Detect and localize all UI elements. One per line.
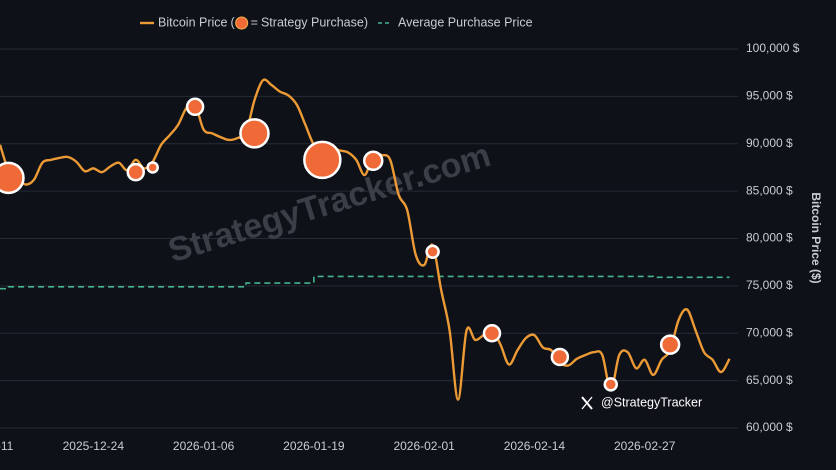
- y-tick-label: 100,000 $: [746, 41, 800, 55]
- legend-punctuation: (: [230, 15, 235, 29]
- y-tick-label: 65,000 $: [746, 373, 793, 387]
- purchase-bubble: [239, 118, 270, 149]
- y-tick-label: 95,000 $: [746, 89, 793, 103]
- y-axis-label: Bitcoin Price ($): [809, 192, 823, 283]
- purchase-bubble: [550, 347, 570, 367]
- legend-label: Average Purchase Price: [398, 15, 533, 29]
- purchase-bubble: [425, 244, 440, 260]
- x-tick-label: 2026-02-27: [614, 439, 676, 453]
- purchase-bubble: [362, 150, 384, 172]
- handle: @StrategyTracker: [601, 395, 702, 409]
- purchase-bubble: [126, 162, 145, 182]
- legend-punctuation: ): [364, 15, 368, 29]
- x-tick-label: 2026-02-01: [393, 439, 455, 453]
- purchase-bubble: [0, 161, 25, 195]
- legend-bubble: [235, 16, 249, 30]
- y-tick-label: 60,000 $: [746, 420, 793, 434]
- x-tick-label: 2025-12-24: [63, 439, 125, 453]
- y-tick-label: 80,000 $: [746, 231, 793, 245]
- purchase-bubble: [303, 140, 342, 180]
- purchase-bubble: [482, 324, 502, 343]
- legend-punctuation: =: [251, 15, 258, 29]
- legend-label: Strategy Purchase: [261, 15, 364, 29]
- purchase-bubble: [185, 97, 205, 117]
- legend: Bitcoin Price( = Strategy Purchase) Average…: [140, 15, 533, 30]
- average-line: [0, 275, 730, 290]
- plot-area: [0, 78, 731, 401]
- legend-label: Bitcoin Price: [158, 15, 228, 29]
- x-tick-label: 2026-01-06: [173, 439, 235, 453]
- y-tick-label: 70,000 $: [746, 325, 793, 339]
- y-tick-label: 90,000 $: [746, 136, 793, 150]
- purchase-bubble: [659, 334, 681, 355]
- x-tick-label: 2025-12-11: [0, 439, 14, 453]
- y-tick-label: 75,000 $: [746, 278, 793, 292]
- x-tick-label: 2026-01-19: [283, 439, 345, 453]
- x-tick-label: 2026-02-14: [504, 439, 566, 453]
- purchase-bubble: [603, 377, 619, 392]
- x-logo: [581, 396, 593, 410]
- purchase-bubble: [146, 161, 159, 174]
- grid: [0, 48, 738, 429]
- y-tick-label: 85,000 $: [746, 183, 793, 197]
